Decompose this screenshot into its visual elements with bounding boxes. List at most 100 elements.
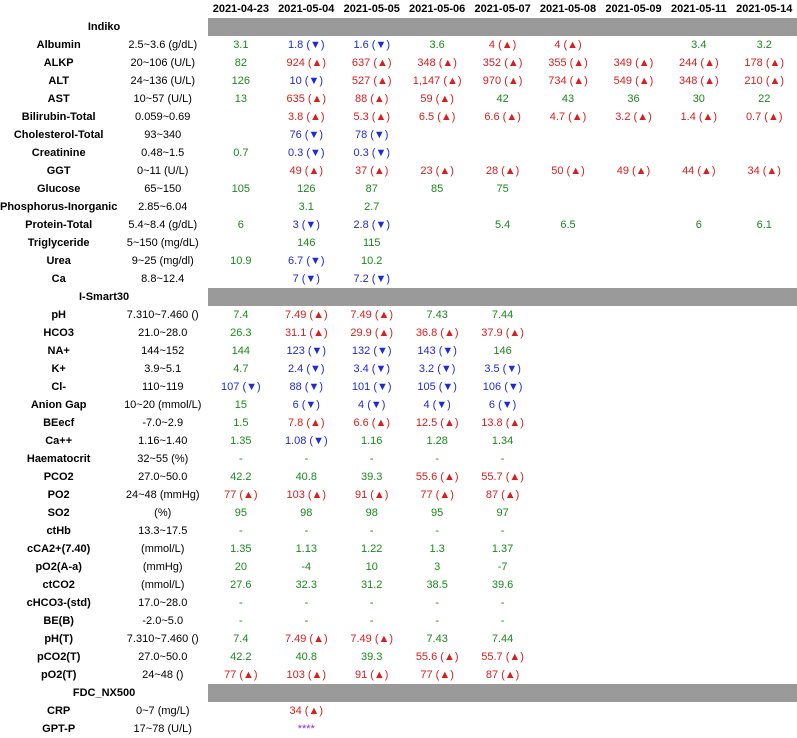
result-cell: 27.6 [230, 579, 252, 591]
table-row[interactable]: Bilirubin-Total 0.059~0.69 3.8 (▲) 5.3 (▲) 6… [0, 108, 797, 126]
table-row[interactable]: NA+ 144~152 144 123 (▼) 132 (▼) 143 (▼) 146 [0, 342, 797, 360]
table-row[interactable]: Albumin 2.5~3.6 (g/dL) 3.1 1.8 (▼) 1.6 (▼) 3.… [0, 36, 797, 54]
result-cell: 1.5 [233, 417, 249, 429]
table-row[interactable]: Ca 8.8~12.4 7 (▼) 7.2 (▼) [0, 270, 797, 288]
table-row[interactable]: K+ 3.9~5.1 4.7 2.4 (▼) 3.4 (▼) 3.2 (▼) 3.5 (▼) [0, 360, 797, 378]
date-column-header[interactable]: 2021-05-11 [670, 3, 727, 15]
date-column-header[interactable]: 2021-05-04 [278, 3, 335, 15]
result-cell: 34 (▲) [747, 165, 781, 177]
result-cell [601, 360, 666, 378]
table-row[interactable]: SO2 (%) 95 98 98 95 97 [0, 504, 797, 522]
table-row[interactable]: pCO2(T) 27.0~50.0 42.2 40.8 39.3 55.6 (▲) 55.7… [0, 648, 797, 666]
result-cell [731, 252, 797, 270]
result-cell [404, 234, 469, 252]
test-name: pO2(A-a) [35, 561, 82, 573]
reference-range: 5~150 (mg/dL) [126, 237, 199, 249]
table-row[interactable]: cCA2+(7.40) (mmol/L) 1.35 1.13 1.22 1.3 1.37 [0, 540, 797, 558]
result-cell [535, 648, 600, 666]
table-row[interactable]: Ca++ 1.16~1.40 1.35 1.08 (▼) 1.16 1.28 1.34 [0, 432, 797, 450]
reference-range: 10~20 (mmol/L) [124, 399, 202, 411]
result-cell: 0.3 (▼) [288, 147, 325, 159]
date-column-header[interactable]: 2021-04-23 [212, 3, 269, 15]
result-cell [208, 234, 273, 252]
result-cell [339, 702, 404, 720]
table-row[interactable]: PO2 24~48 (mmHg) 77 (▲) 103 (▲) 91 (▲) 77 (▲)… [0, 486, 797, 504]
table-row[interactable]: Anion Gap 10~20 (mmol/L) 15 6 (▼) 4 (▼) 4 (▼)… [0, 396, 797, 414]
result-cell [601, 324, 666, 342]
table-row[interactable]: GGT 0~11 (U/L) 49 (▲) 37 (▲) 23 (▲) 28 (▲) 50 … [0, 162, 797, 180]
table-row[interactable]: HCO3 21.0~28.0 26.3 31.1 (▲) 29.9 (▲) 36.8 (▲… [0, 324, 797, 342]
result-cell: 3.2 (▲) [615, 111, 652, 123]
result-cell [731, 450, 797, 468]
section-divider-bar [208, 288, 797, 306]
test-name: ALT [48, 75, 69, 87]
result-cell: 0.7 [233, 147, 249, 159]
table-row[interactable]: pH(T) 7.310~7.460 () 7.4 7.49 (▲) 7.49 (▲) 7.… [0, 630, 797, 648]
result-cell: 10.2 [361, 255, 383, 267]
test-name: CRP [47, 705, 71, 717]
result-cell [601, 504, 666, 522]
result-cell [666, 558, 731, 576]
result-cell: 1.13 [295, 543, 317, 555]
result-cell: 7.49 (▲) [284, 633, 328, 645]
result-cell: 126 [231, 75, 251, 87]
date-column-header[interactable]: 2021-05-07 [474, 3, 531, 15]
reference-range: 144~152 [141, 345, 185, 357]
table-row[interactable]: Triglyceride 5~150 (mg/dL) 146 115 [0, 234, 797, 252]
test-name: Albumin [36, 39, 81, 51]
result-cell: 355 (▲) [548, 57, 588, 69]
date-column-header[interactable]: 2021-05-08 [539, 3, 597, 15]
table-row[interactable]: ALT 24~136 (U/L) 126 10 (▼) 527 (▲) 1,147 (▲)… [0, 72, 797, 90]
result-cell: 10 [365, 561, 378, 573]
result-cell [535, 576, 600, 594]
result-cell [731, 324, 797, 342]
date-column-header[interactable]: 2021-05-14 [736, 3, 793, 15]
table-row[interactable]: GPT-P 17~78 (U/L) **** [0, 720, 797, 738]
reference-range: (mmol/L) [141, 543, 185, 555]
table-row[interactable]: pO2(T) 24~48 () 77 (▲) 103 (▲) 91 (▲) 77 (▲) 8… [0, 666, 797, 684]
date-column-header[interactable]: 2021-05-06 [409, 3, 466, 15]
date-column-header[interactable]: 2021-05-05 [343, 3, 400, 15]
test-name: GPT-P [42, 723, 76, 735]
table-row[interactable]: PCO2 27.0~50.0 42.2 40.8 39.3 55.6 (▲) 55.7 (▲… [0, 468, 797, 486]
result-cell: 88 (▼) [289, 381, 324, 393]
result-cell: 10.9 [230, 255, 252, 267]
result-cell [666, 360, 731, 378]
table-row[interactable]: ctCO2 (mmol/L) 27.6 32.3 31.2 38.5 39.6 [0, 576, 797, 594]
result-cell [470, 252, 535, 270]
table-row[interactable]: ctHb 13.3~17.5 - - - - - [0, 522, 797, 540]
result-cell [404, 270, 469, 288]
table-row[interactable]: Cholesterol-Total 93~340 76 (▼) 78 (▼) [0, 126, 797, 144]
result-cell: 1.8 (▼) [288, 39, 325, 51]
table-row[interactable]: Haematocrit 32~55 (%) - - - - - [0, 450, 797, 468]
section-divider-bar [208, 18, 797, 36]
table-row[interactable]: cHCO3-(std) 17.0~28.0 - - - - - [0, 594, 797, 612]
table-row[interactable]: CRP 0~7 (mg/L) 34 (▲) [0, 702, 797, 720]
result-cell: 1,147 (▲) [412, 75, 462, 87]
date-column-header[interactable]: 2021-05-09 [605, 3, 662, 15]
section-name: FDC_NX500 [0, 684, 209, 702]
result-cell: 2.8 (▼) [353, 219, 390, 231]
result-cell: 1.22 [361, 543, 383, 555]
reference-range: 20~106 (U/L) [130, 57, 195, 69]
table-row[interactable]: BEecf -7.0~2.9 1.5 7.8 (▲) 6.6 (▲) 12.5 (▲) 13… [0, 414, 797, 432]
result-cell [666, 342, 731, 360]
result-cell: 77 (▲) [224, 669, 258, 681]
test-name: pH [51, 309, 66, 321]
table-row[interactable]: Glucose 65~150 105 126 87 85 75 [0, 180, 797, 198]
result-cell: 15 [234, 399, 247, 411]
result-cell [666, 594, 731, 612]
result-cell: 40.8 [295, 471, 317, 483]
table-row[interactable]: AST 10~57 (U/L) 13 635 (▲) 88 (▲) 59 (▲) 42 43 3… [0, 90, 797, 108]
table-row[interactable]: BE(B) -2.0~5.0 - - - - - [0, 612, 797, 630]
table-row[interactable]: Protein-Total 5.4~8.4 (g/dL) 6 3 (▼) 2.8 (▼)… [0, 216, 797, 234]
table-row[interactable]: pO2(A-a) (mmHg) 20 -4 10 3 -7 [0, 558, 797, 576]
result-cell [404, 720, 469, 738]
table-row[interactable]: Phosphorus-Inorganic 2.85~6.04 3.1 2.7 [0, 198, 797, 216]
table-row[interactable]: Cl- 110~119 107 (▼) 88 (▼) 101 (▼) 105 (▼) 106… [0, 378, 797, 396]
result-cell [666, 522, 731, 540]
table-row[interactable]: ALKP 20~106 (U/L) 82 924 (▲) 637 (▲) 348 (▲) 3… [0, 54, 797, 72]
table-row[interactable]: Urea 9~25 (mg/dl) 10.9 6.7 (▼) 10.2 [0, 252, 797, 270]
table-row[interactable]: Creatinine 0.48~1.5 0.7 0.3 (▼) 0.3 (▼) [0, 144, 797, 162]
table-row[interactable]: pH 7.310~7.460 () 7.4 7.49 (▲) 7.49 (▲) 7.43 7… [0, 306, 797, 324]
